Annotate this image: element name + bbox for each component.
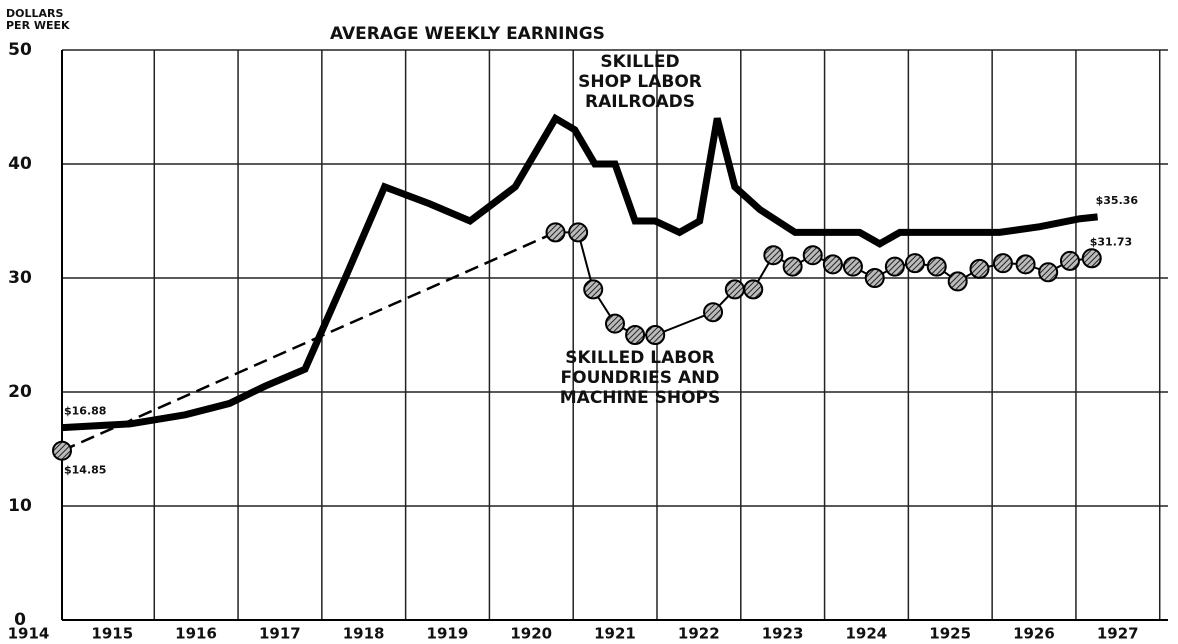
point-marker <box>763 245 784 266</box>
series-line <box>555 231 1092 336</box>
point-marker <box>583 279 604 300</box>
point-marker <box>782 256 803 277</box>
chart-title: AVERAGE WEEKLY EARNINGS <box>330 24 605 44</box>
dashed-segment <box>61 231 557 452</box>
point-marker <box>625 325 646 345</box>
y-tick-label: 50 <box>8 40 32 60</box>
x-tick-label: 1920 <box>510 625 552 643</box>
series-line <box>61 113 1098 432</box>
value-label: $35.36 <box>1096 194 1139 207</box>
x-tick-label: 1916 <box>175 625 217 643</box>
x-tick-label: 1927 <box>1097 625 1139 643</box>
x-tick-label: 1917 <box>259 625 301 643</box>
point-marker <box>545 222 566 243</box>
y-axis-label: DOLLARS PER WEEK <box>6 7 70 32</box>
x-tick-label: 1924 <box>845 625 887 643</box>
x-tick-label: 1923 <box>762 625 804 643</box>
point-marker <box>822 254 843 275</box>
series-annotation: SKILLED LABOR FOUNDRIES AND MACHINE SHOPS <box>560 348 721 408</box>
value-label: $31.73 <box>1090 235 1132 248</box>
point-marker <box>1059 250 1080 271</box>
point-marker <box>605 313 625 334</box>
point-marker <box>52 440 72 461</box>
point-marker <box>1038 262 1059 283</box>
x-tick-label: 1918 <box>343 625 385 643</box>
point-marker <box>1081 248 1102 269</box>
x-tick-label: 1914 <box>8 625 50 643</box>
point-marker <box>969 258 990 279</box>
x-tick-label: 1919 <box>427 625 469 643</box>
point-marker <box>1015 254 1036 275</box>
point-marker <box>568 222 589 243</box>
value-label: $14.85 <box>64 464 106 477</box>
x-tick-label: 1922 <box>678 625 720 643</box>
point-marker <box>947 271 968 292</box>
point-marker <box>743 279 764 300</box>
point-marker <box>703 302 724 323</box>
point-marker <box>842 256 863 277</box>
y-tick-label: 30 <box>8 268 32 288</box>
y-tick-label: 0 <box>14 610 26 630</box>
point-marker <box>724 279 745 300</box>
x-tick-label: 1915 <box>91 625 133 643</box>
point-marker <box>904 253 925 274</box>
point-marker <box>884 256 905 277</box>
point-marker <box>926 256 947 277</box>
y-tick-label: 20 <box>8 382 32 402</box>
value-label: $16.88 <box>64 405 106 418</box>
y-tick-label: 10 <box>8 496 32 516</box>
y-tick-label: 40 <box>8 154 32 174</box>
point-marker <box>645 325 666 345</box>
point-marker <box>864 268 885 288</box>
x-tick-label: 1925 <box>929 625 971 643</box>
point-marker <box>992 253 1013 274</box>
series-annotation: SKILLED SHOP LABOR RAILROADS <box>578 52 702 112</box>
point-marker <box>802 245 823 266</box>
x-tick-label: 1921 <box>594 625 636 643</box>
x-tick-label: 1926 <box>1013 625 1055 643</box>
